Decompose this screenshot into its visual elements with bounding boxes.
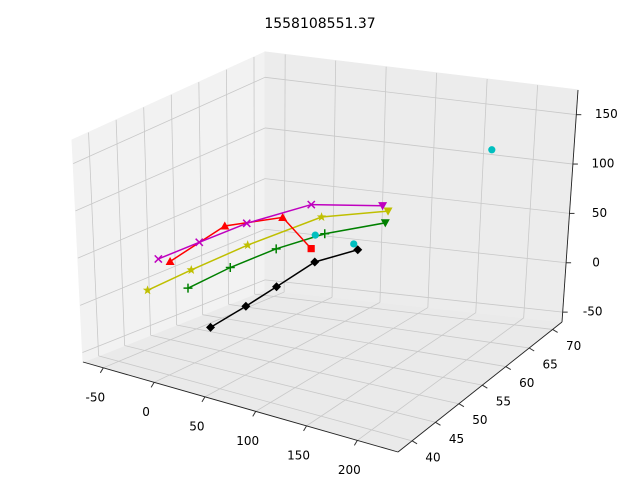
marker	[488, 146, 496, 154]
grid-line	[264, 178, 570, 214]
tick-mark	[150, 382, 155, 388]
grid-line	[523, 85, 539, 318]
tick-mark	[505, 366, 512, 371]
x-axis-line	[82, 361, 399, 453]
marker	[183, 283, 193, 293]
z-tick-label: 100	[591, 157, 614, 171]
grid-line	[75, 127, 266, 212]
tick-mark	[528, 347, 535, 352]
back-pane	[264, 51, 579, 323]
marker	[310, 257, 320, 267]
grid-line	[82, 279, 266, 353]
grid-line	[475, 78, 488, 313]
grid-line	[264, 279, 563, 313]
grid-line	[88, 132, 99, 356]
grid-line	[427, 72, 438, 308]
grid-line	[198, 82, 203, 315]
grid-line	[77, 178, 266, 259]
grid-line	[170, 94, 177, 325]
x-tick-label: 100	[236, 434, 259, 448]
grid-line	[228, 304, 530, 349]
grid-line	[176, 324, 483, 386]
grid-line	[306, 312, 476, 427]
grid-line	[124, 345, 436, 423]
grid-line	[264, 127, 573, 165]
tick-mark	[353, 440, 358, 446]
marker	[154, 254, 163, 264]
tick-mark	[435, 421, 441, 426]
grid-line	[103, 291, 285, 369]
x-tick-label: -50	[86, 390, 106, 404]
marker	[316, 212, 327, 222]
x-tick-label: 50	[189, 419, 204, 433]
grid-line	[73, 76, 266, 164]
marker	[242, 240, 253, 250]
grid-line	[115, 119, 125, 346]
y-tick-label: 65	[543, 358, 558, 372]
y-tick-label: 55	[496, 395, 511, 409]
tick-mark	[552, 328, 558, 333]
grid-line	[283, 54, 286, 293]
grid-line	[255, 307, 429, 412]
grid-line	[253, 57, 256, 295]
marker	[378, 202, 388, 211]
z-axis-line	[561, 89, 579, 323]
grid-line	[331, 60, 337, 298]
marker	[195, 238, 204, 247]
tick-mark	[458, 403, 465, 408]
marker	[383, 207, 393, 216]
grid-line	[204, 302, 381, 398]
tick-mark	[252, 411, 257, 417]
grid-line	[254, 293, 553, 330]
y-tick-label: 70	[566, 339, 581, 353]
tick-mark	[482, 384, 488, 389]
marker	[165, 256, 175, 266]
marker	[320, 229, 330, 239]
y-tick-label: 40	[425, 450, 440, 464]
z-tick-label: 50	[592, 206, 607, 220]
tick-mark	[411, 440, 418, 445]
marker	[307, 200, 316, 209]
grid-line	[150, 334, 460, 405]
z-tick-label: -50	[583, 305, 603, 319]
grid-line	[226, 69, 229, 305]
marker	[220, 221, 230, 230]
marker	[307, 245, 315, 253]
x-tick-label: 0	[142, 405, 150, 419]
grid-line	[357, 317, 524, 441]
grid-line	[80, 228, 266, 306]
marker	[271, 244, 281, 254]
grid-line	[202, 314, 506, 367]
tick-mark	[303, 425, 307, 432]
y-tick-label: 45	[449, 432, 464, 446]
marker	[142, 285, 153, 295]
marker	[311, 231, 319, 239]
tick-mark	[201, 396, 206, 403]
marker	[206, 322, 216, 332]
y-tick-label: 60	[519, 376, 534, 390]
y-axis-line	[397, 321, 563, 453]
marker	[350, 240, 358, 248]
marker	[241, 301, 251, 311]
grid-line	[143, 107, 151, 336]
marker	[225, 262, 235, 272]
z-tick-label: 150	[595, 107, 618, 121]
tick-mark	[99, 367, 104, 374]
marker	[242, 219, 251, 228]
marker	[186, 264, 196, 274]
marker	[353, 245, 363, 255]
y-tick-label: 50	[472, 413, 487, 427]
marker	[272, 282, 282, 292]
grid-line	[264, 76, 577, 116]
grid-line	[153, 296, 333, 383]
marker	[278, 212, 288, 221]
x-tick-label: 200	[338, 463, 361, 477]
z-tick-label: 0	[592, 255, 600, 269]
marker	[380, 219, 390, 228]
grid-line	[98, 355, 413, 442]
grid-line	[379, 66, 387, 303]
chart-title: 1558108551.37	[264, 16, 375, 32]
x-tick-label: 150	[287, 448, 310, 462]
